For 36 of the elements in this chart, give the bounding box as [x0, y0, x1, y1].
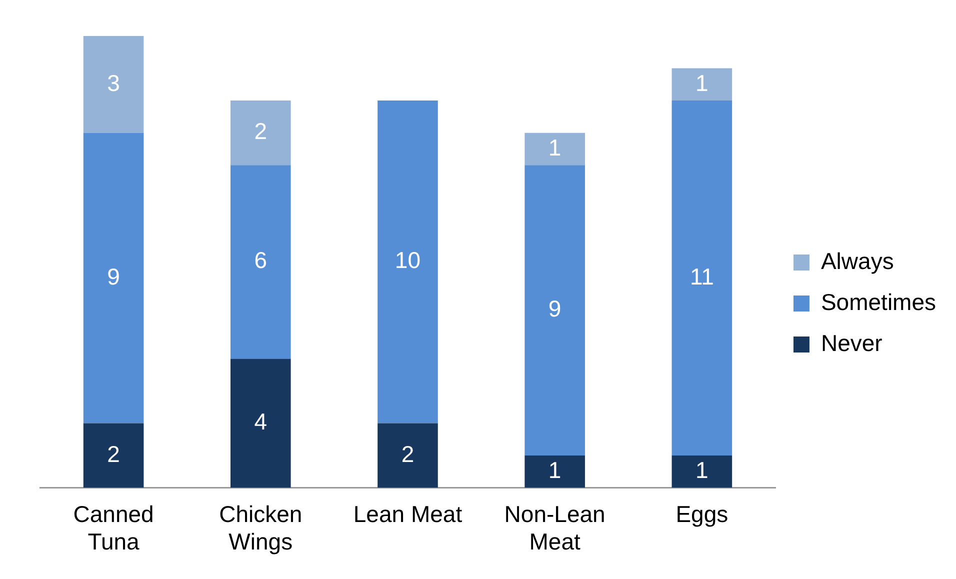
bar	[672, 456, 732, 488]
data-label: 1	[548, 457, 562, 484]
bar	[524, 456, 585, 488]
data-label: 3	[107, 70, 120, 96]
data-label: 11	[690, 263, 714, 290]
bar	[378, 423, 438, 488]
data-label: 9	[107, 263, 120, 290]
bar	[378, 100, 438, 424]
legend-label: Always	[820, 248, 894, 274]
data-label: 9	[548, 296, 562, 322]
bar	[524, 165, 585, 456]
legend-label: Sometimes	[820, 288, 936, 315]
bar	[230, 358, 291, 488]
data-label: 2	[254, 118, 268, 144]
x-tick-label: Non-Lean Meat	[504, 500, 606, 555]
data-label: 2	[107, 440, 120, 467]
data-label: 1	[548, 134, 562, 160]
bar	[83, 36, 144, 133]
legend-label: Never	[820, 330, 883, 356]
x-tick-label: Canned Tuna	[73, 500, 154, 555]
data-label: 1	[696, 70, 708, 96]
x-tick-label: Lean Meat	[353, 500, 463, 527]
data-label: 10	[394, 247, 421, 274]
bar	[230, 100, 291, 166]
bar	[230, 165, 291, 359]
bar	[524, 132, 585, 166]
data-label: 1	[696, 457, 708, 484]
bar	[83, 423, 144, 488]
data-label: 2	[401, 440, 414, 467]
bar	[672, 100, 732, 456]
data-label: 6	[254, 247, 268, 274]
bar	[83, 132, 144, 424]
x-tick-label: Eggs	[676, 500, 728, 527]
bar	[672, 68, 732, 101]
data-label: 4	[254, 408, 268, 435]
x-tick-label: Chicken Wings	[219, 500, 302, 555]
